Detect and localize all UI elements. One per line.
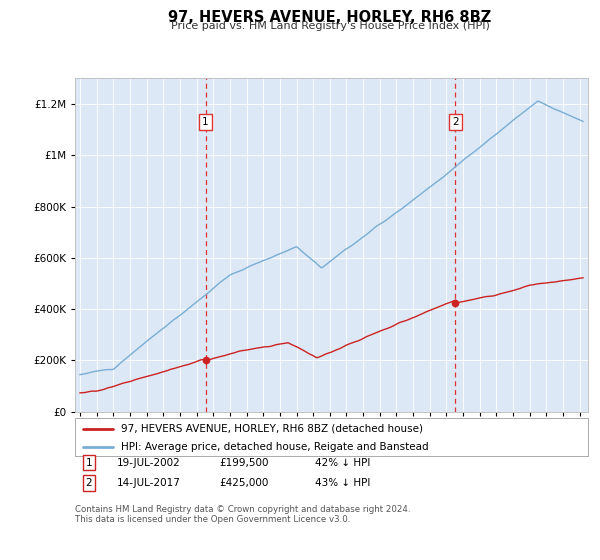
- Text: 97, HEVERS AVENUE, HORLEY, RH6 8BZ (detached house): 97, HEVERS AVENUE, HORLEY, RH6 8BZ (deta…: [121, 424, 423, 434]
- Text: 14-JUL-2017: 14-JUL-2017: [117, 478, 181, 488]
- Text: This data is licensed under the Open Government Licence v3.0.: This data is licensed under the Open Gov…: [75, 515, 350, 524]
- Text: Price paid vs. HM Land Registry's House Price Index (HPI): Price paid vs. HM Land Registry's House …: [170, 21, 490, 31]
- Text: £425,000: £425,000: [219, 478, 268, 488]
- Text: 19-JUL-2002: 19-JUL-2002: [117, 458, 181, 468]
- Text: Contains HM Land Registry data © Crown copyright and database right 2024.: Contains HM Land Registry data © Crown c…: [75, 505, 410, 514]
- Text: 2: 2: [452, 117, 459, 127]
- Text: 43% ↓ HPI: 43% ↓ HPI: [315, 478, 370, 488]
- Text: 2: 2: [85, 478, 92, 488]
- Text: 97, HEVERS AVENUE, HORLEY, RH6 8BZ: 97, HEVERS AVENUE, HORLEY, RH6 8BZ: [169, 10, 491, 25]
- Text: 42% ↓ HPI: 42% ↓ HPI: [315, 458, 370, 468]
- Text: £199,500: £199,500: [219, 458, 269, 468]
- Text: 1: 1: [202, 117, 209, 127]
- Text: 1: 1: [85, 458, 92, 468]
- Text: HPI: Average price, detached house, Reigate and Banstead: HPI: Average price, detached house, Reig…: [121, 442, 429, 452]
